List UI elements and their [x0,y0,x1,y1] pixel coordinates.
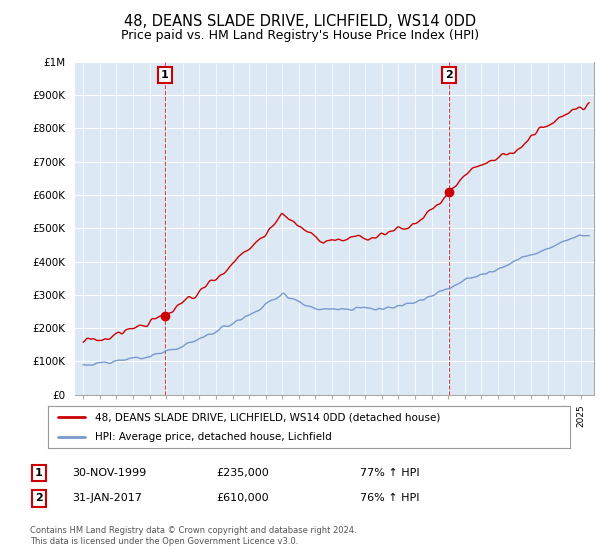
Text: 2: 2 [35,493,43,503]
Text: 76% ↑ HPI: 76% ↑ HPI [360,493,419,503]
Text: 48, DEANS SLADE DRIVE, LICHFIELD, WS14 0DD (detached house): 48, DEANS SLADE DRIVE, LICHFIELD, WS14 0… [95,412,440,422]
Text: HPI: Average price, detached house, Lichfield: HPI: Average price, detached house, Lich… [95,432,332,442]
Text: 77% ↑ HPI: 77% ↑ HPI [360,468,419,478]
Text: 1: 1 [161,70,169,80]
Text: Price paid vs. HM Land Registry's House Price Index (HPI): Price paid vs. HM Land Registry's House … [121,29,479,42]
Text: 31-JAN-2017: 31-JAN-2017 [72,493,142,503]
Text: Contains HM Land Registry data © Crown copyright and database right 2024.
This d: Contains HM Land Registry data © Crown c… [30,526,356,546]
Text: £610,000: £610,000 [216,493,269,503]
Text: 1: 1 [35,468,43,478]
Text: 48, DEANS SLADE DRIVE, LICHFIELD, WS14 0DD: 48, DEANS SLADE DRIVE, LICHFIELD, WS14 0… [124,14,476,29]
Text: 30-NOV-1999: 30-NOV-1999 [72,468,146,478]
Text: 2: 2 [446,70,453,80]
Text: £235,000: £235,000 [216,468,269,478]
